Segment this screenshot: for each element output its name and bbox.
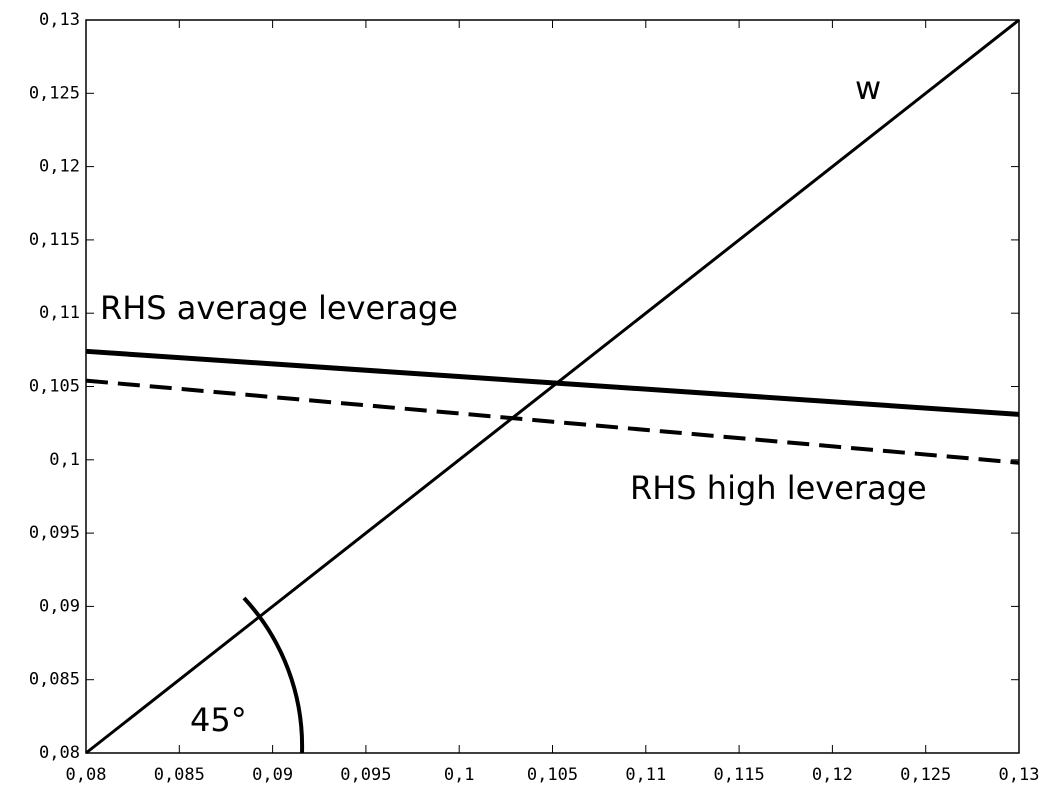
series-line: [85, 18, 1020, 755]
x-tick-label: 0,105: [527, 765, 578, 785]
x-tick-label: 0,125: [900, 765, 951, 785]
x-tick-label: 0,1: [444, 765, 475, 785]
series-label: w: [855, 69, 881, 107]
y-tick-label: 0,105: [29, 377, 80, 397]
y-tick-label: 0,09: [39, 596, 80, 616]
x-tick-label: 0,13: [999, 765, 1040, 785]
y-tick-label: 0,11: [39, 303, 80, 323]
x-tick-label: 0,12: [812, 765, 853, 785]
y-tick-label: 0,085: [29, 670, 80, 690]
series-label: RHS average leverage: [100, 289, 458, 327]
y-tick-label: 0,095: [29, 523, 80, 543]
y-tick-label: 0,08: [39, 743, 80, 763]
x-tick-label: 0,09: [252, 765, 293, 785]
x-tick-label: 0,095: [340, 765, 391, 785]
y-tick-label: 0,1: [49, 450, 80, 470]
y-tick-label: 0,115: [29, 230, 80, 250]
x-tick-label: 0,08: [66, 765, 107, 785]
series-line: [85, 378, 1020, 465]
series-label: RHS high leverage: [630, 469, 927, 507]
angle-arc: [242, 596, 305, 754]
x-tick-label: 0,11: [625, 765, 666, 785]
y-tick-label: 0,125: [29, 83, 80, 103]
angle-label: 45°: [190, 701, 247, 739]
series-line: [85, 348, 1020, 417]
x-tick-label: 0,085: [154, 765, 205, 785]
y-tick-label: 0,13: [39, 10, 80, 30]
x-tick-label: 0,115: [714, 765, 765, 785]
y-tick-label: 0,12: [39, 157, 80, 177]
